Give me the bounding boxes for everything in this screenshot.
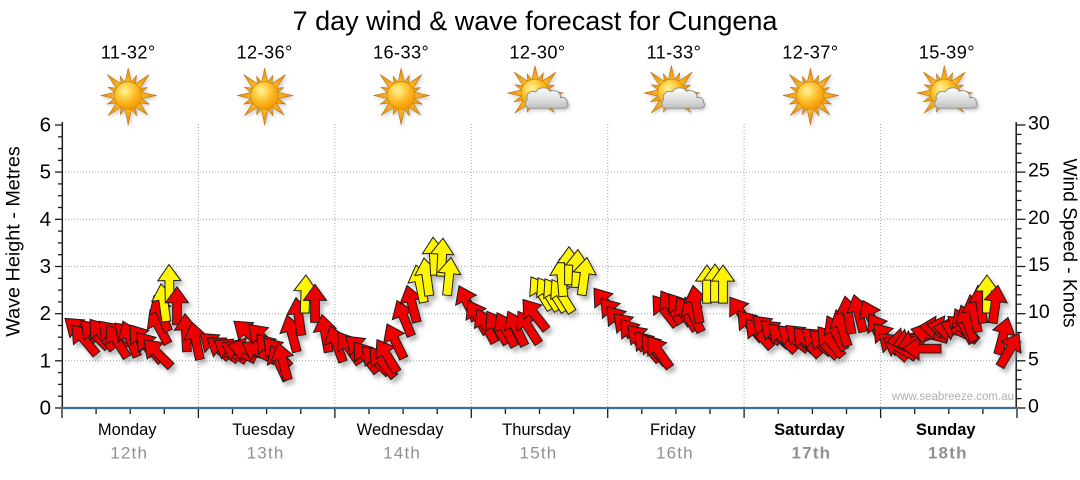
svg-text:16-33°: 16-33°	[373, 43, 429, 63]
svg-text:18th: 18th	[928, 444, 968, 463]
svg-text:30: 30	[1028, 113, 1050, 135]
svg-text:0: 0	[40, 397, 51, 420]
svg-text:4: 4	[40, 208, 51, 231]
svg-text:2: 2	[40, 302, 51, 325]
svg-text:Wednesday: Wednesday	[357, 421, 445, 439]
svg-text:16th: 16th	[656, 444, 694, 463]
svg-text:25: 25	[1028, 160, 1050, 182]
svg-text:Saturday: Saturday	[774, 421, 845, 439]
svg-text:0: 0	[1028, 396, 1039, 418]
svg-text:1: 1	[40, 349, 51, 372]
svg-text:12-30°: 12-30°	[509, 43, 565, 63]
svg-text:11-33°: 11-33°	[646, 43, 701, 63]
svg-text:Sunday: Sunday	[916, 421, 976, 439]
svg-text:13th: 13th	[247, 444, 285, 463]
svg-text:20: 20	[1028, 207, 1050, 229]
svg-text:17th: 17th	[792, 444, 832, 463]
svg-text:7 day wind & wave forecast for: 7 day wind & wave forecast for Cungena	[293, 6, 779, 36]
svg-text:15: 15	[1028, 254, 1050, 276]
svg-text:Friday: Friday	[650, 421, 697, 439]
svg-text:10: 10	[1028, 301, 1050, 323]
svg-text:14th: 14th	[383, 444, 421, 463]
svg-text:12-36°: 12-36°	[236, 43, 292, 63]
svg-text:11-32°: 11-32°	[101, 43, 156, 63]
svg-text:Thursday: Thursday	[502, 421, 572, 439]
svg-text:5: 5	[40, 161, 51, 184]
svg-text:Wind Speed - Knots: Wind Speed - Knots	[1059, 159, 1080, 328]
svg-text:Wave Height - Metres: Wave Height - Metres	[3, 146, 25, 337]
svg-text:3: 3	[40, 255, 51, 278]
svg-text:Tuesday: Tuesday	[232, 421, 295, 439]
svg-text:6: 6	[40, 114, 51, 137]
svg-text:15-39°: 15-39°	[919, 43, 975, 63]
svg-text:www.seabreeze.com.au: www.seabreeze.com.au	[891, 391, 1014, 403]
svg-text:5: 5	[1028, 348, 1039, 370]
svg-text:Monday: Monday	[98, 421, 157, 439]
svg-text:12-37°: 12-37°	[782, 43, 838, 63]
svg-text:12th: 12th	[110, 444, 148, 463]
svg-text:15th: 15th	[520, 444, 558, 463]
